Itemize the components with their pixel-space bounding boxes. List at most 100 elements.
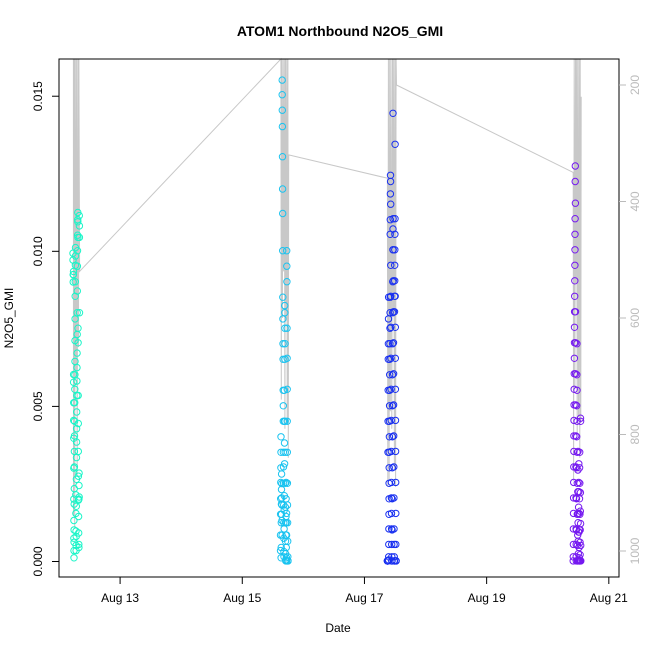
- data-point: [75, 211, 84, 220]
- data-point: [387, 323, 395, 331]
- data-point: [386, 386, 394, 394]
- data-point: [386, 371, 394, 379]
- data-point: [571, 177, 579, 186]
- pressure-tick-label: 800: [628, 424, 642, 444]
- data-point: [282, 509, 291, 518]
- data-point: [73, 287, 82, 295]
- x-axis: Aug 13 Aug 15 Aug 17 Aug 19 Aug 21: [101, 577, 628, 605]
- data-point: [72, 502, 81, 510]
- data-point: [387, 385, 395, 393]
- pressure-tick-label: 400: [628, 191, 642, 211]
- data-point: [390, 525, 398, 533]
- data-point: [278, 91, 286, 99]
- data-point: [576, 507, 584, 515]
- pressure-tick-label: 600: [628, 308, 642, 328]
- pressure-axis: 200 400 600 800 1000: [619, 75, 642, 564]
- data-point: [69, 378, 78, 386]
- data-point: [390, 432, 398, 440]
- data-point: [283, 385, 291, 393]
- data-point: [573, 479, 581, 487]
- data-point: [281, 301, 289, 310]
- data-point: [386, 293, 394, 301]
- data-point: [281, 417, 289, 425]
- data-point: [390, 308, 399, 316]
- data-point: [387, 478, 396, 487]
- data-point: [283, 354, 291, 362]
- data-point: [283, 324, 291, 332]
- data-point: [278, 153, 287, 161]
- data-point: [571, 292, 579, 300]
- data-point: [73, 262, 82, 270]
- x-tick-label: Aug 17: [345, 591, 383, 605]
- data-point: [279, 247, 287, 255]
- data-point: [70, 516, 78, 525]
- data-point: [280, 460, 289, 468]
- data-point: [75, 233, 84, 242]
- data-point: [576, 538, 584, 546]
- data-point: [388, 553, 396, 561]
- data-point: [74, 391, 82, 400]
- data-point: [72, 438, 81, 446]
- x-tick-label: Aug 19: [468, 591, 506, 605]
- data-point: [571, 199, 580, 207]
- series-flight-3: [383, 109, 400, 565]
- data-point: [283, 448, 291, 456]
- data-point: [391, 261, 399, 269]
- data-point: [388, 402, 397, 410]
- data-point: [571, 339, 580, 347]
- data-point: [279, 340, 287, 348]
- data-point: [75, 481, 83, 490]
- data-point: [73, 349, 81, 357]
- data-point: [389, 215, 397, 223]
- y-tick-label: 0.000: [31, 546, 45, 576]
- data-point: [75, 309, 84, 317]
- data-point: [387, 509, 396, 518]
- data-point: [388, 464, 396, 472]
- data-point: [279, 463, 288, 471]
- data-point: [73, 247, 82, 255]
- data-point: [281, 309, 289, 317]
- x-axis-label: Date: [325, 621, 351, 635]
- data-point: [387, 200, 395, 208]
- data-point: [389, 401, 398, 409]
- data-point: [388, 540, 396, 549]
- data-point: [279, 402, 287, 410]
- data-point: [575, 478, 583, 487]
- data-point: [71, 399, 79, 407]
- data-point: [281, 479, 289, 487]
- data-point: [570, 323, 579, 331]
- data-point: [278, 76, 286, 84]
- data-point: [70, 417, 79, 425]
- data-point: [74, 339, 82, 347]
- data-point: [71, 278, 80, 286]
- data-point: [389, 225, 397, 233]
- data-point: [388, 340, 397, 348]
- data-point: [70, 500, 78, 508]
- data-point: [387, 354, 395, 362]
- data-point: [392, 509, 400, 518]
- data-point: [70, 534, 78, 542]
- data-point: [386, 324, 394, 332]
- data-point: [575, 488, 583, 496]
- data-point: [391, 385, 400, 393]
- data-point: [576, 417, 585, 425]
- data-point: [73, 363, 81, 372]
- data-point: [75, 222, 84, 230]
- series-flight-1: [69, 208, 84, 562]
- data-point: [391, 447, 400, 456]
- data-point: [392, 478, 400, 487]
- data-point: [75, 543, 83, 552]
- y-tick-label: 0.005: [31, 391, 45, 421]
- data-point: [572, 495, 581, 503]
- y-axis-label: N2O5_GMI: [2, 288, 16, 349]
- pressure-trace-line: [72, 57, 582, 528]
- data-point: [575, 543, 583, 552]
- data-point: [70, 463, 79, 471]
- data-point: [575, 460, 583, 468]
- data-point: [573, 433, 581, 441]
- data-point: [576, 479, 584, 487]
- data-point: [279, 293, 287, 301]
- pressure-tick-label: 200: [628, 75, 642, 95]
- data-point: [572, 401, 580, 409]
